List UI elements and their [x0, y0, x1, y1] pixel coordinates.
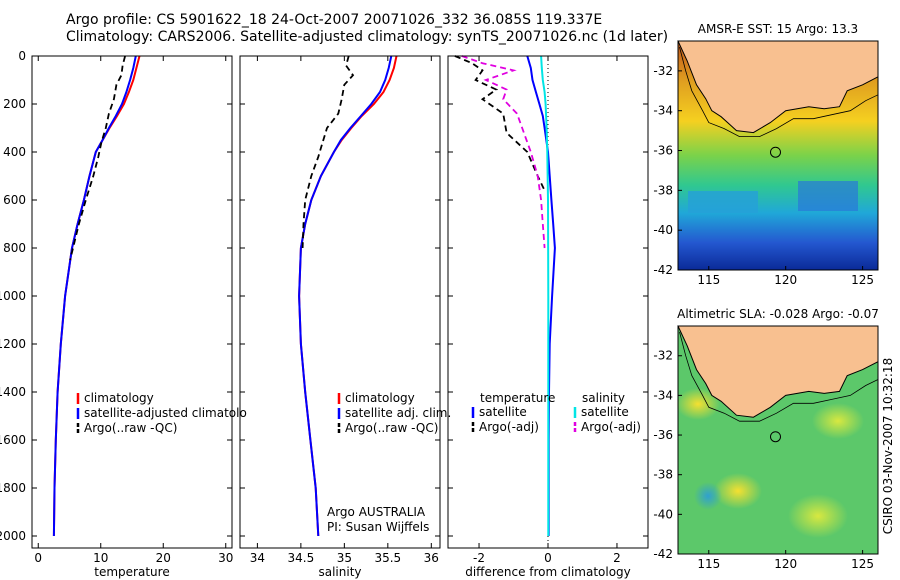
map-x-tick-label: 120 [774, 557, 797, 571]
annotation-line-1: Argo AUSTRALIA [327, 505, 426, 519]
map-x-tick-label: 125 [851, 557, 874, 571]
map-y-tick-label: -40 [653, 507, 673, 521]
series-climatology [52, 55, 141, 537]
y-tick-label: 1000 [0, 289, 26, 303]
land-australia [677, 325, 879, 418]
legend-label: climatology [345, 391, 415, 405]
x-tick-label: 2 [613, 551, 621, 565]
series-argo-raw-qc- [69, 55, 126, 261]
argo-float-marker [769, 431, 781, 443]
map-y-tick-label: -34 [653, 104, 673, 118]
sla-anomaly-high [714, 473, 762, 509]
y-tick-label: 1600 [0, 433, 26, 447]
x-tick-label: 10 [93, 551, 108, 565]
map-x-tick-label: 115 [697, 273, 720, 287]
x-tick-label: 36 [424, 551, 439, 565]
legend-heading-temperature: temperature [480, 391, 555, 405]
series-salinity-satellite [540, 55, 550, 536]
legend-label: climatology [84, 391, 154, 405]
land-australia [677, 40, 879, 134]
y-tick-label: 200 [3, 97, 26, 111]
sla-anomaly-low [694, 482, 722, 510]
legend-label: Argo(..raw -QC) [345, 421, 438, 435]
series-temperature-argo-adj- [454, 55, 546, 191]
map-y-tick-label: -38 [653, 468, 673, 482]
sst-eddy [798, 181, 858, 211]
header-line-2: Climatology: CARS2006. Satellite-adjuste… [66, 29, 669, 45]
x-tick-label: 30 [218, 551, 233, 565]
x-tick-label: 34 [250, 551, 265, 565]
series-satellite-adjusted-climatology [52, 55, 137, 537]
sla-anomaly-high [812, 403, 864, 439]
series-argo-raw-qc- [301, 55, 355, 249]
y-tick-label: 400 [3, 145, 26, 159]
argo-float-marker [769, 146, 781, 158]
x-tick-label: 20 [156, 551, 171, 565]
sla-anomaly-high [788, 494, 848, 538]
x-tick-label: 35 [337, 551, 352, 565]
series-salinity-argo-adj- [461, 55, 546, 249]
map-y-tick-label: -42 [653, 547, 673, 561]
map-y-tick-label: -40 [653, 223, 673, 237]
map-x-tick-label: 120 [774, 273, 797, 287]
map-title: Altimetric SLA: -0.028 Argo: -0.07 [677, 307, 879, 321]
x-axis-label: salinity [318, 565, 361, 579]
map-y-tick-label: -32 [653, 349, 673, 363]
legend-label: Argo(-adj) [581, 420, 641, 434]
legend-label: satellite adj. clim. [345, 406, 451, 420]
y-tick-label: 0 [18, 49, 26, 63]
plot-frame [239, 55, 441, 549]
legend-label: Argo(..raw -QC) [84, 421, 177, 435]
map-y-tick-label: -38 [653, 183, 673, 197]
map-y-tick-label: -36 [653, 428, 673, 442]
map-title: AMSR-E SST: 15 Argo: 13.3 [698, 22, 858, 36]
map-sst_map: AMSR-E SST: 15 Argo: 13.3 115 120 125 -32 -34… [653, 22, 879, 287]
legend-label: Argo(-adj) [479, 420, 539, 434]
map-y-tick-label: -42 [653, 263, 673, 277]
y-tick-label: 1800 [0, 481, 26, 495]
annotation-line-2: PI: Susan Wijffels [327, 520, 429, 534]
header-line-1: Argo profile: CS 5901622_18 24-Oct-2007 … [66, 12, 603, 28]
x-tick-label: -2 [473, 551, 485, 565]
depth-contour [679, 46, 879, 137]
x-axis-label: difference from climatology [465, 565, 631, 579]
legend-label: satellite [479, 405, 527, 419]
map-x-tick-label: 125 [851, 273, 874, 287]
plot-frame [31, 55, 233, 549]
panel-temperature: 0 10 20 30 0 200 400 600 800 1000 1200 1400 1600 1800… [0, 49, 233, 579]
sla-anomaly-high [676, 388, 720, 420]
x-tick-label: 34.5 [288, 551, 315, 565]
depth-contour [679, 331, 879, 422]
y-tick-label: 800 [3, 241, 26, 255]
y-tick-label: 1200 [0, 337, 26, 351]
map-y-tick-label: -34 [653, 388, 673, 402]
panel-salinity: 34 34.5 35 35.5 36 salinity [239, 55, 441, 579]
y-tick-label: 2000 [0, 529, 26, 543]
series-satellite-adj-clim- [298, 55, 393, 537]
y-tick-label: 600 [3, 193, 26, 207]
map-frame [677, 40, 879, 271]
x-axis-label: temperature [94, 565, 169, 579]
legend-label: satellite [581, 405, 629, 419]
y-tick-label: 1400 [0, 385, 26, 399]
map-y-tick-label: -36 [653, 144, 673, 158]
x-tick-label: 35.5 [374, 551, 401, 565]
map-x-tick-label: 115 [697, 557, 720, 571]
map-y-tick-label: -32 [653, 64, 673, 78]
x-tick-label: 0 [544, 551, 552, 565]
map-sla_map: Altimetric SLA: -0.028 Argo: -0.07 115 120… [653, 307, 879, 571]
legend-label: satellite-adjusted climatolo [84, 406, 247, 420]
legend-difference: temperature salinitysatelliteArgo(-adj)sa… [471, 391, 641, 434]
timestamp-stamp: CSIRO 03-Nov-2007 10:32:18 [881, 358, 895, 534]
legend-heading-salinity: salinity [582, 391, 625, 405]
map-frame [677, 325, 879, 555]
x-tick-label: 0 [34, 551, 42, 565]
sst-eddy [688, 191, 758, 213]
series-temperature-satellite [526, 55, 556, 536]
